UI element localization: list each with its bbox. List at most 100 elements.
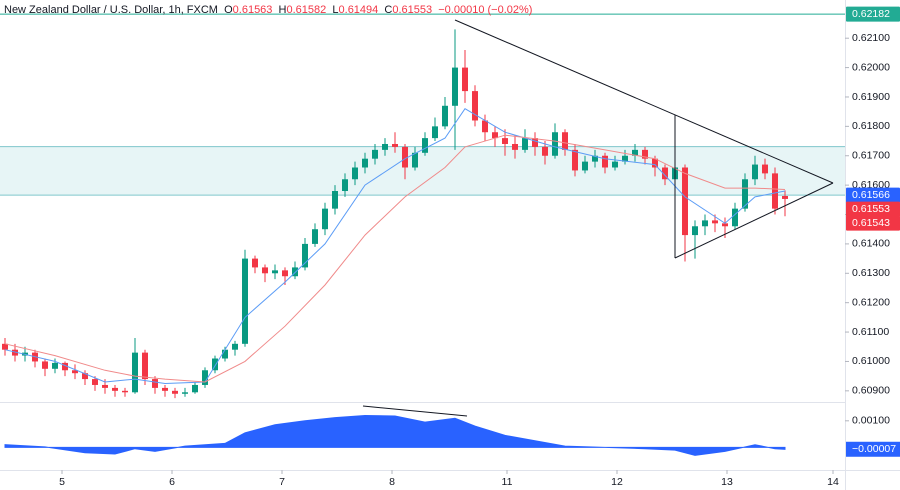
candle-body — [122, 390, 128, 393]
divergence-line — [362, 405, 468, 417]
ohlc-value: 0.61494 — [338, 4, 379, 16]
candle-body — [692, 226, 698, 236]
candle-body — [552, 132, 558, 156]
x-tick-label: 5 — [59, 476, 65, 488]
candle-body — [402, 146, 408, 168]
candle-body — [172, 390, 178, 394]
price-badge-label: 0.61566 — [852, 189, 890, 201]
oscillator-area — [4, 414, 786, 456]
candle-body — [392, 143, 398, 147]
osc-tick-label: 0.00100 — [852, 415, 890, 427]
candle-body — [662, 167, 668, 180]
candle-body — [472, 91, 478, 121]
price-badge — [846, 6, 900, 22]
candle-body — [632, 149, 638, 156]
candle-body — [102, 384, 108, 388]
main-layer — [2, 29, 788, 456]
candle-body — [562, 132, 568, 150]
candle-body — [332, 191, 338, 209]
candle-body — [312, 229, 318, 244]
x-tick-label: 11 — [502, 476, 513, 488]
x-tick-label: 6 — [169, 476, 175, 488]
candle-body — [262, 267, 268, 274]
trend-line — [454, 19, 834, 184]
candle-body — [502, 138, 508, 144]
candle-body — [112, 387, 118, 391]
ohlc-value: 0.61563 — [232, 4, 273, 16]
candle-body — [752, 164, 758, 180]
candle-body — [82, 373, 88, 380]
candle-body — [242, 258, 248, 344]
x-tick-label: 14 — [827, 476, 839, 488]
candle-body — [572, 149, 578, 171]
candle-body — [152, 379, 158, 388]
x-tick-label: 13 — [721, 476, 733, 488]
price-badge — [846, 201, 900, 217]
candle-body — [192, 384, 198, 393]
candle-body — [382, 143, 388, 150]
candle-body — [642, 149, 648, 159]
ohlc-label: L — [332, 4, 339, 16]
candle-body — [202, 370, 208, 385]
candle-body — [212, 358, 218, 371]
candle-body — [582, 161, 588, 171]
candle-body — [532, 138, 538, 147]
change: −0.00010 (−0.02%) — [438, 4, 533, 16]
price-badge — [846, 187, 900, 203]
candle-body — [352, 167, 358, 180]
candle-body — [372, 149, 378, 159]
candle-body — [12, 349, 18, 356]
trend-line — [674, 182, 834, 259]
candle-body — [342, 179, 348, 192]
y-tick-label: 0.61900 — [852, 91, 890, 103]
candle-body — [282, 270, 288, 277]
zone-layer — [0, 13, 845, 196]
candle-body — [252, 258, 258, 268]
y-tick-label: 0.61000 — [852, 355, 890, 367]
y-tick-label: 0.61800 — [852, 120, 890, 132]
zone — [0, 146, 845, 196]
candle-body — [142, 352, 148, 380]
candle-body — [732, 208, 738, 227]
ohlc-value: 0.61582 — [286, 4, 327, 16]
legend-header: New Zealand Dollar / U.S. Dollar, 1h, FX… — [4, 4, 532, 16]
symbol-title: New Zealand Dollar / U.S. Dollar, 1h, FX… — [4, 4, 218, 16]
candle-body — [712, 220, 718, 224]
candle-body — [542, 146, 548, 156]
ohlc-label: H — [278, 4, 287, 16]
x-tick-label: 7 — [279, 476, 285, 488]
candle-body — [422, 138, 428, 153]
candle-body — [652, 158, 658, 168]
osc-badge — [846, 441, 900, 457]
y-tick-label: 0.61100 — [852, 326, 889, 338]
candle-body — [622, 155, 628, 162]
osc-badge-label: −0.00007 — [852, 443, 896, 455]
candle-body — [482, 120, 488, 133]
candle-body — [602, 155, 608, 168]
ohlc-label: C — [384, 4, 393, 16]
candle-body — [722, 223, 728, 227]
axis-layer: 0.60900 0.61000 0.61100 0.61200 0.61300 0.614… — [59, 6, 900, 488]
price-badge-label: 0.61553 — [852, 203, 890, 215]
candle-body — [92, 379, 98, 385]
candle-body — [182, 392, 188, 394]
x-tick-label: 12 — [611, 476, 623, 488]
candle-body — [682, 167, 688, 236]
candle-body — [612, 161, 618, 168]
x-tick-label: 8 — [389, 476, 395, 488]
candle-body — [362, 158, 368, 168]
candle-body — [302, 243, 308, 268]
y-tick-label: 0.61200 — [852, 296, 890, 308]
candle-body — [292, 267, 298, 277]
candle-body — [222, 349, 228, 359]
ohlc-value: 0.61553 — [392, 4, 433, 16]
ohlc-label: O — [224, 4, 233, 16]
candle-body — [462, 67, 468, 92]
candle-body — [452, 67, 458, 106]
candle-body — [442, 105, 448, 127]
y-tick-label: 0.61300 — [852, 267, 890, 279]
candle-body — [132, 352, 138, 393]
